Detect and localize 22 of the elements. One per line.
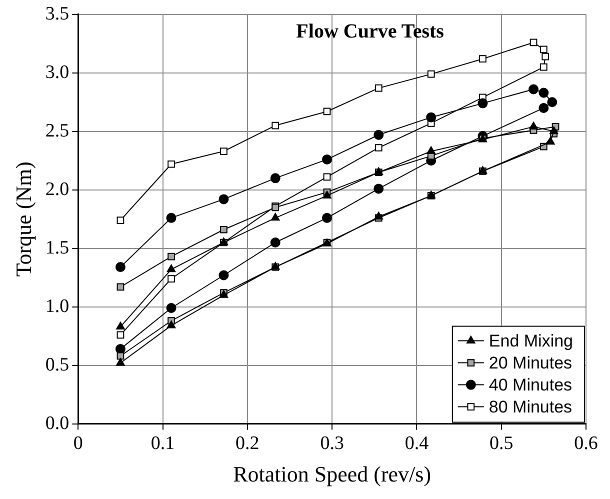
y-tick-label: 3.0 xyxy=(45,62,70,83)
legend-label: 20 Minutes xyxy=(488,353,572,372)
x-tick-label: 0 xyxy=(73,433,83,454)
x-tick-label: 0.1 xyxy=(150,433,175,454)
y-tick-label: 2.0 xyxy=(45,178,70,200)
y-axis-title: Torque (Nm) xyxy=(10,162,36,277)
y-tick-label: 2.5 xyxy=(45,120,70,142)
legend-label: 40 Minutes xyxy=(488,375,572,394)
x-tick-label: 0.3 xyxy=(320,433,344,454)
x-tick-label: 0.5 xyxy=(489,433,514,454)
chart-title: Flow Curve Tests xyxy=(296,20,444,43)
x-tick-label: 0.4 xyxy=(404,433,430,454)
x-tick-label: 0.6 xyxy=(574,433,598,454)
legend-label: 80 Minutes xyxy=(488,397,572,416)
y-tick-label: 0.0 xyxy=(45,412,70,434)
legend-label: End Mixing xyxy=(488,331,574,350)
y-tick-label: 1.0 xyxy=(45,296,70,317)
x-tick-label: 0.2 xyxy=(236,433,260,454)
x-axis-title: Rotation Speed (rev/s) xyxy=(233,462,432,487)
y-tick-label: 1.5 xyxy=(45,237,70,258)
y-tick-label: 0.5 xyxy=(45,354,70,376)
y-tick-label: 3.5 xyxy=(45,3,70,24)
